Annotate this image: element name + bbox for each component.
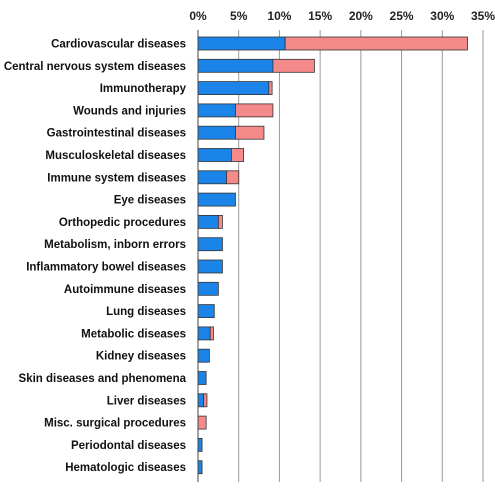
category-label: Inflammatory bowel diseases: [26, 262, 186, 274]
bar-segment-blue: [197, 36, 286, 51]
bar-segment-pink: [197, 415, 207, 430]
bar-segment-blue: [197, 348, 210, 363]
bar-segment-blue: [197, 148, 232, 162]
x-tick-label: 15%: [308, 9, 332, 23]
bar-segment-blue: [197, 281, 219, 296]
category-label: Cardiovascular diseases: [51, 39, 186, 51]
bar-segment-blue: [197, 58, 274, 73]
category-label: Gastrointestinal diseases: [47, 128, 186, 140]
bar-segment-pink: [235, 103, 274, 118]
x-tick-label: 0%: [189, 9, 207, 23]
category-label: Eye diseases: [114, 195, 186, 207]
category-label: Periodontal diseases: [71, 440, 186, 452]
bar-segment-pink: [268, 81, 273, 95]
x-tick-label: 5%: [230, 9, 248, 23]
bar-segment-blue: [197, 103, 236, 118]
bar-segment-pink: [217, 214, 223, 229]
bar-segment-pink: [209, 326, 214, 341]
bar-segment-blue: [197, 192, 236, 207]
x-tick-label: 20%: [349, 9, 373, 23]
category-label: Misc. surgical procedures: [44, 418, 186, 430]
category-label: Immune system diseases: [47, 172, 186, 184]
bar-segment-pink: [284, 36, 468, 51]
category-label: Wounds and injuries: [73, 105, 186, 117]
bar-segment-pink: [230, 148, 244, 162]
gridlines: [238, 30, 484, 482]
category-label: Lung diseases: [106, 306, 186, 318]
category-label: Metabolic diseases: [81, 328, 186, 340]
bar-segment-blue: [197, 371, 207, 385]
category-label: Musculoskeletal diseases: [45, 150, 186, 162]
category-label: Kidney diseases: [96, 351, 186, 363]
bar-segment-blue: [197, 259, 223, 274]
bar-segment-blue: [197, 437, 203, 452]
bar-segment-blue: [197, 460, 203, 475]
bar-segment-blue: [197, 393, 205, 408]
category-label: Hematologic diseases: [65, 462, 186, 474]
bar-segment-blue: [197, 81, 270, 95]
category-labels: Cardiovascular diseases Central nervous s…: [4, 39, 187, 475]
category-label: Orthopedic procedures: [59, 217, 186, 229]
x-tick-label: 25%: [390, 9, 414, 23]
category-label: Autoimmune diseases: [64, 284, 186, 296]
bars: [197, 36, 468, 475]
category-label: Central nervous system diseases: [4, 61, 186, 73]
category-label: Immunotherapy: [100, 83, 187, 95]
bar-segment-pink: [226, 170, 240, 185]
category-label: Skin diseases and phenomena: [19, 373, 187, 385]
bar-segment-pink: [235, 125, 265, 140]
x-tick-label: 10%: [267, 9, 291, 23]
category-label: Liver diseases: [107, 395, 186, 407]
bar-segment-pink: [272, 58, 315, 73]
category-label: Metabolism, inborn errors: [44, 239, 186, 251]
x-tick-labels: 0% 5% 10% 15% 20% 25% 30% 35%: [189, 9, 495, 23]
bar-segment-blue: [197, 170, 227, 185]
bar-segment-blue: [197, 125, 236, 140]
bar-segment-blue: [197, 237, 223, 252]
x-tick-label: 35%: [471, 9, 495, 23]
bar-segment-blue: [197, 304, 215, 319]
bar-segment-pink: [203, 393, 208, 408]
x-tick-label: 30%: [430, 9, 454, 23]
bar-segment-blue: [197, 214, 219, 229]
bar-segment-blue: [197, 326, 211, 341]
